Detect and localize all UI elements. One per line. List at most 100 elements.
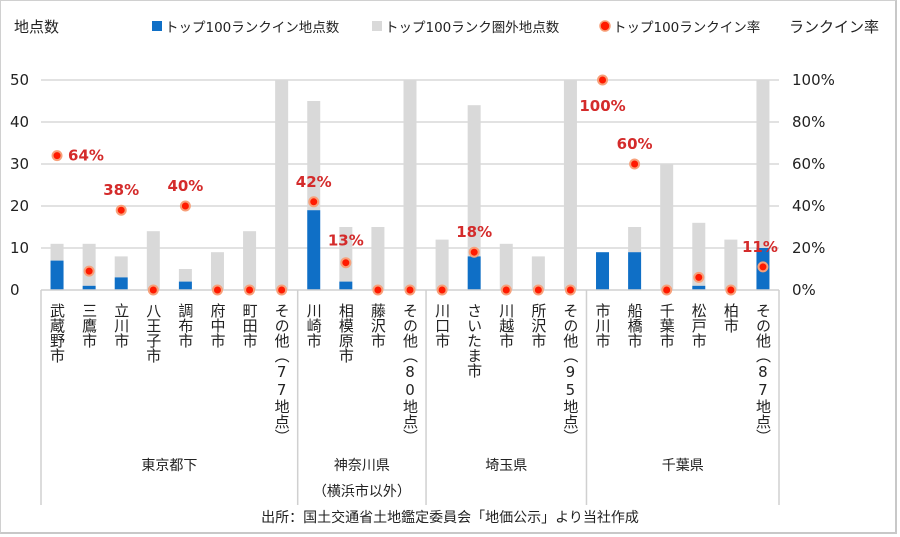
bar-out-of-rank xyxy=(628,227,642,253)
bar-rank-in xyxy=(82,285,96,290)
group-labels: 東京都下 神奈川県 （横浜市以外） 埼玉県 千葉県 xyxy=(40,290,780,505)
bar-out-of-rank xyxy=(724,239,738,290)
category-label: 立川市 xyxy=(112,303,130,348)
y-right-tick-label: 0% xyxy=(792,281,816,299)
rate-marker xyxy=(308,196,320,208)
group-label: 千葉県 xyxy=(662,458,704,474)
category-label: 町田市 xyxy=(241,303,259,348)
rate-marker xyxy=(51,150,63,162)
rate-marker xyxy=(500,284,512,296)
data-label: 40% xyxy=(167,177,203,195)
bar-rank-in xyxy=(50,260,64,290)
bar-out-of-rank xyxy=(660,164,674,290)
bar-out-of-rank xyxy=(339,227,353,282)
y-axis-right-title: ランクイン率 xyxy=(789,18,879,36)
rate-marker xyxy=(179,200,191,212)
bar-out-of-rank xyxy=(563,80,577,290)
rate-marker xyxy=(564,284,576,296)
legend-label-out: トップ100ランク圏外地点数 xyxy=(385,20,560,36)
data-label: 11% xyxy=(742,238,778,256)
rate-marker xyxy=(211,284,223,296)
rate-markers xyxy=(51,74,769,296)
bar-out-of-rank xyxy=(114,256,128,278)
category-label: その他（87地点） xyxy=(754,303,772,444)
category-label: 松戸市 xyxy=(690,303,708,348)
rate-marker xyxy=(244,284,256,296)
bar-rank-in xyxy=(596,252,610,290)
y-left-tick-label: 0 xyxy=(10,281,20,299)
rate-marker xyxy=(83,265,95,277)
rate-marker xyxy=(532,284,544,296)
bar-rank-in xyxy=(178,281,192,290)
bar-out-of-rank xyxy=(146,231,160,290)
source-note: 出所：国土交通省土地鑑定委員会「地価公示」より当社作成 xyxy=(261,509,639,526)
category-label: 船橋市 xyxy=(626,303,644,348)
bar-out-of-rank xyxy=(467,105,481,257)
rate-marker xyxy=(340,257,352,269)
rate-marker xyxy=(372,284,384,296)
bar-out-of-rank xyxy=(531,256,545,290)
bar-rank-in xyxy=(628,252,642,290)
y-axis-left-title: 地点数 xyxy=(14,18,59,36)
rate-marker xyxy=(629,158,641,170)
bar-out-of-rank xyxy=(82,243,96,286)
rate-marker xyxy=(147,284,159,296)
data-label: 38% xyxy=(103,181,139,199)
category-label: 八王子市 xyxy=(144,303,162,363)
data-labels: 64% 38% 40% 42% 13% 18% 100% 60% 11% xyxy=(68,97,778,256)
bar-out-of-rank xyxy=(756,80,770,248)
y-left-tick-label: 30 xyxy=(10,155,29,173)
category-label: 川口市 xyxy=(433,303,451,348)
category-label: その他（95地点） xyxy=(561,303,579,444)
data-label: 100% xyxy=(579,97,625,115)
bar-out-of-rank xyxy=(243,231,257,290)
legend-marker-rate xyxy=(599,20,611,32)
bar-out-of-rank xyxy=(435,239,449,290)
group-label: 東京都下 xyxy=(141,458,197,474)
category-label: 市川市 xyxy=(594,303,612,348)
bar-out-of-rank xyxy=(692,222,706,286)
rate-marker xyxy=(597,74,609,86)
category-label: 川越市 xyxy=(497,303,515,348)
data-label: 42% xyxy=(296,173,332,191)
rate-marker xyxy=(115,204,127,216)
group-label: 神奈川県 xyxy=(334,458,390,474)
y-left-tick-label: 50 xyxy=(10,71,29,89)
category-label: 相模原市 xyxy=(337,303,355,363)
category-label: その他（77地点） xyxy=(273,303,291,444)
legend-swatch-out xyxy=(372,21,382,31)
group-sublabel: （横浜市以外） xyxy=(313,483,411,500)
category-label: 武蔵野市 xyxy=(48,303,66,363)
category-label: 柏市 xyxy=(722,303,740,333)
bar-rank-in xyxy=(467,256,481,290)
bar-rank-in xyxy=(114,277,128,290)
category-label: さいたま市 xyxy=(465,303,483,378)
data-label: 18% xyxy=(456,223,492,241)
bar-out-of-rank xyxy=(210,252,224,290)
group-label: 埼玉県 xyxy=(485,458,527,474)
bar-out-of-rank xyxy=(275,80,289,290)
category-label: 所沢市 xyxy=(529,303,547,348)
category-label: その他（80地点） xyxy=(401,303,419,444)
legend-label-rate: トップ100ランクイン率 xyxy=(613,19,760,36)
category-label: 千葉市 xyxy=(658,303,676,348)
rate-marker xyxy=(693,271,705,283)
category-label: 川崎市 xyxy=(305,303,323,348)
y-right-tick-label: 60% xyxy=(792,155,825,173)
bar-rank-in xyxy=(307,210,321,290)
data-label: 60% xyxy=(617,135,653,153)
bar-out-of-rank xyxy=(50,243,64,261)
bars xyxy=(50,80,770,290)
data-label: 64% xyxy=(68,147,104,165)
legend-label-rankin: トップ100ランクイン地点数 xyxy=(165,20,340,36)
rate-marker xyxy=(276,284,288,296)
category-label: 藤沢市 xyxy=(369,303,387,348)
category-labels: 武蔵野市 三鷹市 立川市 八王子市 調布市 府中市 町田市 その他（77地点） 川崎市 相模原市藤… xyxy=(48,303,772,444)
y-left-tick-label: 20 xyxy=(10,197,29,215)
bar-out-of-rank xyxy=(403,80,417,290)
legend: トップ100ランクイン地点数 トップ100ランク圏外地点数 トップ100ランクイ… xyxy=(152,19,760,36)
rate-marker xyxy=(436,284,448,296)
category-label: 府中市 xyxy=(208,303,226,348)
